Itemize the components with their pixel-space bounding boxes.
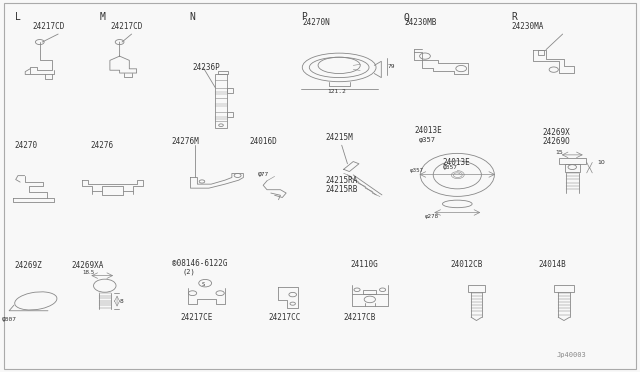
Text: 24215RA: 24215RA [325,176,358,185]
Text: 24215RB: 24215RB [325,185,358,194]
Text: N: N [189,12,195,22]
Text: φ307: φ307 [2,317,17,322]
Text: P: P [301,12,307,22]
Text: 8: 8 [120,299,124,304]
Text: 24217CC: 24217CC [269,313,301,322]
Bar [559,158,586,164]
Text: ®08146-6122G: ®08146-6122G [172,259,227,267]
Text: M: M [100,12,106,22]
Text: (2): (2) [182,269,195,275]
Bar [227,88,232,93]
Text: 24269O: 24269O [542,137,570,146]
Text: 18.5: 18.5 [83,270,95,275]
Text: φ77: φ77 [257,171,269,177]
Text: 15: 15 [555,150,563,155]
Text: 24217CB: 24217CB [344,313,376,322]
Text: R: R [511,12,518,22]
Text: 24269XA: 24269XA [71,261,103,270]
Text: 24270: 24270 [15,141,38,150]
Text: 24276: 24276 [90,141,113,150]
Text: 24013E: 24013E [415,126,442,135]
Text: 24230MB: 24230MB [404,19,436,28]
Text: 24269X: 24269X [542,128,570,137]
Text: φ357: φ357 [410,168,424,173]
Text: 24014B: 24014B [538,260,566,269]
Text: L: L [15,12,20,22]
Bar [218,71,228,74]
Text: S: S [201,282,205,287]
Text: 24217CD: 24217CD [33,22,65,31]
Text: 24236P: 24236P [192,63,220,72]
Bar [554,285,573,292]
Text: 24269Z: 24269Z [15,261,42,270]
Bar [364,290,376,294]
Text: 24016D: 24016D [250,137,278,146]
Text: Jρ40003: Jρ40003 [556,352,586,357]
Bar [538,49,543,55]
Text: 79: 79 [388,64,395,69]
Bar [215,74,227,128]
Text: 24276M: 24276M [172,137,200,146]
Bar [564,164,580,171]
Text: 24110G: 24110G [351,260,378,269]
Text: φ357: φ357 [442,165,458,170]
Text: φ278: φ278 [424,214,438,219]
Text: 121.2: 121.2 [327,89,346,94]
Text: 24217CD: 24217CD [111,22,143,31]
Text: Q: Q [403,12,409,22]
Text: 24215M: 24215M [325,133,353,142]
Text: 24270N: 24270N [303,19,330,28]
Text: 24013E: 24013E [442,158,470,167]
Bar [227,112,232,117]
Text: 24012CB: 24012CB [451,260,483,269]
Bar [468,285,485,292]
Text: 10: 10 [597,160,605,164]
Text: φ357: φ357 [419,137,436,143]
Text: 24217CE: 24217CE [180,313,213,322]
Text: 24230MA: 24230MA [511,22,544,31]
